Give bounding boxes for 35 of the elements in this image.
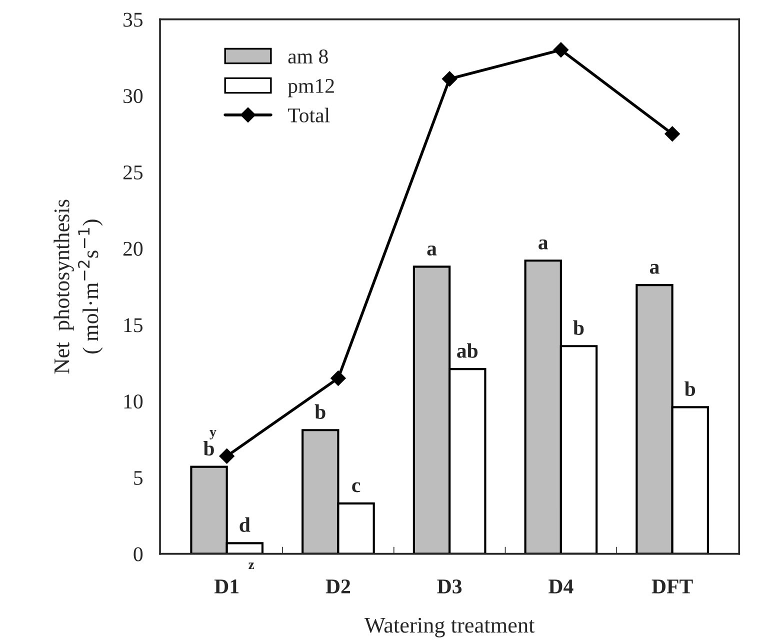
y-tick-label: 5 (134, 471, 143, 485)
x-tick-label: D4 (548, 580, 574, 594)
annotation: a (427, 246, 437, 256)
text: z (248, 562, 254, 570)
annotation: ab (457, 343, 478, 358)
x-tick-label: DFT (652, 580, 693, 594)
point (219, 448, 234, 464)
y-tick-label: 35 (124, 12, 143, 27)
x-tick-label: D1 (214, 580, 238, 594)
legend-label: pm12 (288, 78, 334, 98)
annotation: d (240, 517, 250, 532)
x-tick-label: D3 (437, 580, 462, 594)
legend-label: am 8 (288, 49, 328, 64)
annotation: a (538, 239, 548, 250)
x-axis-title: Watering treatment (364, 618, 535, 638)
annotation: y (210, 430, 216, 440)
x-tick-label: D2 (326, 580, 350, 594)
y-tick-label: 10 (124, 394, 143, 409)
y-tick-label: 0 (134, 547, 143, 562)
annotation: c (352, 482, 360, 492)
point (330, 370, 346, 386)
point (664, 126, 680, 142)
point (553, 42, 569, 58)
y-tick-label: 20 (123, 242, 143, 256)
annotation: b (684, 381, 696, 396)
y-tick-label: 25 (123, 165, 143, 180)
y-tick-label: 15 (124, 318, 143, 332)
annotation: b (314, 404, 326, 419)
legend-label: Total (288, 108, 330, 122)
annotation: b (573, 320, 584, 335)
annotation: b (203, 440, 214, 456)
point (442, 71, 458, 86)
annotation: a (650, 264, 660, 274)
y-axis-title: Net photosynthesis ( mol·m$^{−2}$s$^{−1}$) (54, 200, 103, 374)
y-tick-label: 30 (124, 89, 143, 104)
